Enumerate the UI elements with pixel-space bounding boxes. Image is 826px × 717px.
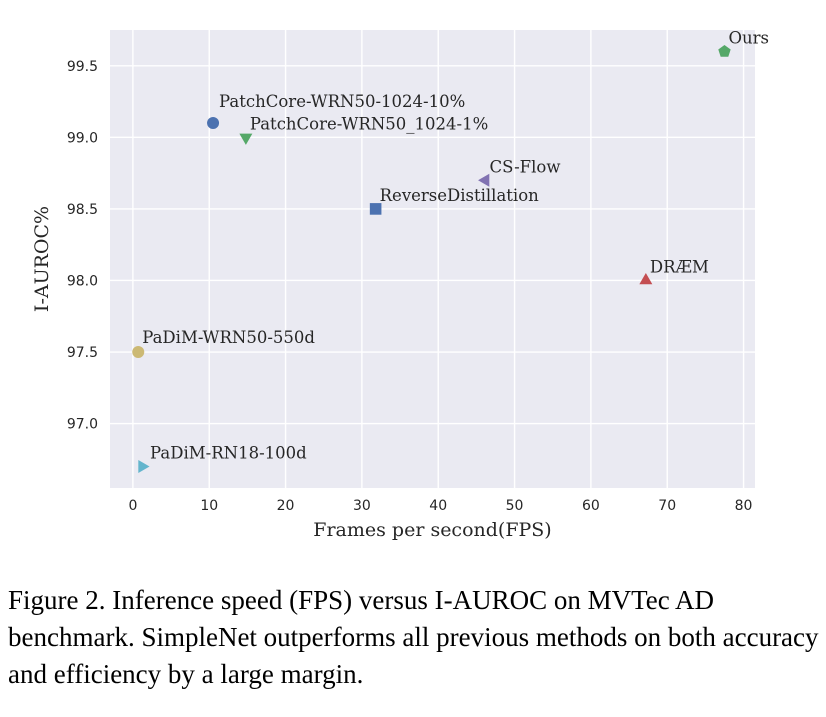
y-tick-label: 97.0 [67,417,98,433]
y-tick-label: 98.0 [67,273,98,289]
y-tick-labels: 97.0 97.5 98.0 98.5 99.0 99.5 [67,59,98,433]
point-padim-wrn50-550d [132,346,145,359]
x-tick-label: 0 [128,498,137,514]
x-tick-label: 40 [429,498,447,514]
point-labels: Ours PatchCore-WRN50-1024-10% PatchCore-WR… [142,28,769,462]
x-axis-label: Frames per second(FPS) [313,519,551,541]
label-padim-wrn50-550d: PaDiM-WRN50-550d [142,328,315,347]
data-points [132,44,731,474]
label-dr-m: DRÆM [650,257,709,276]
y-axis-label: I-AUROC% [31,206,53,312]
point-ours [718,44,731,57]
x-tick-label: 70 [658,498,676,514]
point-patchcore-wrn50-1024-10 [207,117,220,130]
point-cs-flow [478,173,490,187]
point-patchcore-wrn50-1024-1 [239,133,253,145]
y-tick-label: 97.5 [67,345,98,361]
figure-caption: Figure 2. Inference speed (FPS) versus I… [8,585,819,689]
x-tick-label: 30 [353,498,371,514]
label-ours: Ours [728,28,769,47]
x-tick-label: 60 [582,498,600,514]
point-padim-rn18-100d [138,460,150,474]
label-padim-rn18-100d: PaDiM-RN18-100d [150,444,307,463]
x-tick-label: 80 [735,498,753,514]
label-cs-flow: CS-Flow [490,157,561,176]
point-reversedistillation [369,203,382,215]
x-tick-label: 20 [277,498,295,514]
y-tick-label: 98.5 [67,202,98,218]
point-dr-m [639,272,653,285]
label-reversedistillation: ReverseDistillation [380,186,540,205]
x-tick-label: 10 [200,498,218,514]
label-patchcore-wrn50-1024-1: PatchCore-WRN50_1024-1% [250,114,488,133]
x-tick-labels: 0 10 20 30 40 50 60 70 80 [128,498,752,514]
y-tick-label: 99.5 [67,59,98,75]
label-patchcore-wrn50-1024-10: PatchCore-WRN50-1024-10% [219,92,465,111]
plot-area [110,30,755,488]
y-tick-label: 99.0 [67,130,98,146]
x-tick-label: 50 [506,498,524,514]
gridlines [110,30,755,488]
scatter-chart: 0 10 20 30 40 50 60 70 80 97.0 97.5 98.0 98.5 99.0 99… [31,28,769,541]
